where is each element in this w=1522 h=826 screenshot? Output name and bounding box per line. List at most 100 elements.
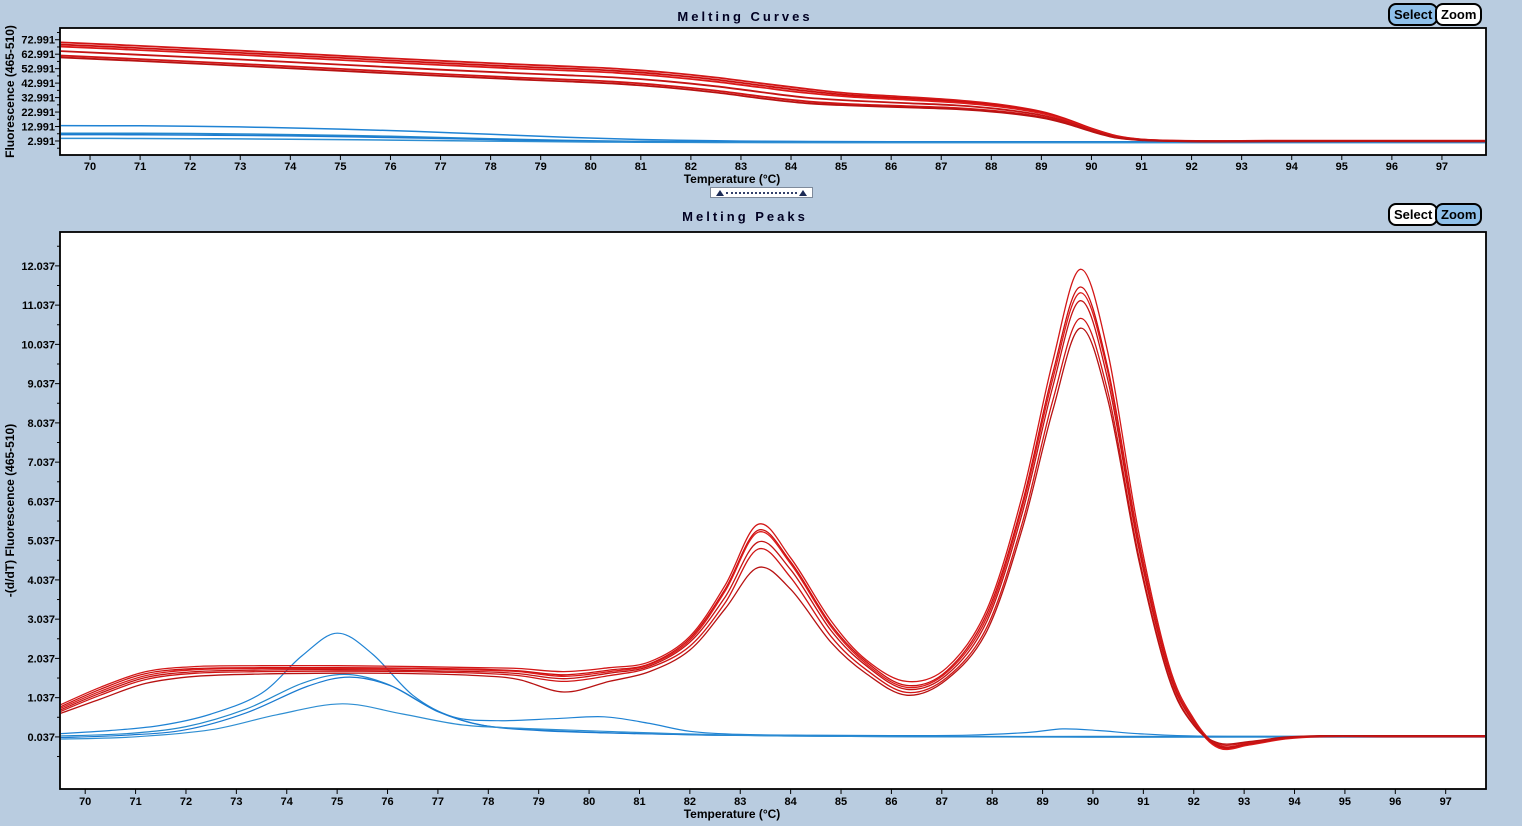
x-tick-label: 81 [635,161,647,173]
x-tick-label: 79 [533,796,545,808]
melting-peaks-title: Melting Peaks [682,209,808,224]
x-tick-label: 72 [180,796,192,808]
x-tick-label: 74 [284,161,297,173]
y-tick-label: 7.037 [27,457,55,469]
x-tick-label: 85 [835,796,847,808]
x-tick-label: 95 [1339,796,1351,808]
x-tick-label: 96 [1389,796,1401,808]
x-tick-label: 84 [785,796,798,808]
x-tick-label: 91 [1137,796,1149,808]
y-tick-label: 22.991 [21,107,55,119]
x-tick-label: 88 [985,161,997,173]
y-tick-label: 2.037 [27,653,55,665]
x-tick-label: 77 [434,161,446,173]
x-tick-label: 73 [234,161,246,173]
x-tick-label: 93 [1236,161,1248,173]
x-tick-label: 82 [685,161,697,173]
x-tick-label: 95 [1336,161,1348,173]
y-tick-label: 4.037 [27,575,55,587]
x-tick-label: 84 [785,161,798,173]
x-tick-label: 97 [1436,161,1448,173]
x-tick-label: 73 [230,796,242,808]
y-tick-label: 3.037 [27,614,55,626]
chart1-curve-red-6 [61,56,1485,143]
x-tick-label: 92 [1185,161,1197,173]
x-tick-label: 80 [585,161,597,173]
chart2-y-axis-title: -(d/dT) Fluorescence (465-510) [3,424,17,597]
x-tick-label: 83 [734,796,746,808]
chart1-plot-area[interactable] [59,27,1487,156]
x-tick-label: 83 [735,161,747,173]
x-tick-label: 88 [986,796,998,808]
chart1-curve-blue-4 [61,137,1485,144]
chart2-curve-red-6 [61,327,1485,745]
x-tick-label: 76 [381,796,393,808]
x-tick-label: 71 [129,796,141,808]
x-tick-label: 86 [885,161,897,173]
chart1-x-axis-title: Temperature (°C) [684,172,781,186]
y-tick-label: 8.037 [27,418,55,430]
x-tick-label: 92 [1188,796,1200,808]
x-tick-label: 87 [935,161,947,173]
x-tick-label: 91 [1135,161,1147,173]
x-tick-label: 76 [384,161,396,173]
x-tick-label: 75 [334,161,346,173]
x-tick-label: 71 [134,161,146,173]
chart2-plot-area[interactable] [59,231,1487,790]
slider-left-handle-icon[interactable] [716,190,724,196]
x-range-slider[interactable] [710,187,813,198]
x-tick-label: 85 [835,161,847,173]
y-tick-label: 62.991 [21,49,55,61]
x-tick-label: 94 [1286,161,1299,173]
chart2-x-axis-title: Temperature (°C) [684,807,781,821]
zoom-button-curves[interactable]: Zoom [1435,3,1483,26]
slider-track [726,192,797,194]
melting-curves-chart[interactable]: 70 71 72 73 74 75 76 77 78 79 80 81 82 83 84 85 86 87 88 89… [0,0,1522,200]
y-tick-label: 6.037 [27,496,55,508]
x-tick-label: 89 [1036,796,1048,808]
x-tick-label: 80 [583,796,595,808]
chart1-y-axis-title: Fluorescence (465-510) [3,25,17,158]
y-tick-label: 10.037 [21,339,55,351]
y-tick-label: 12.991 [21,122,55,134]
x-tick-label: 90 [1085,161,1097,173]
chart2-curve-blue-4 [61,703,1485,740]
chart2-curve-blue-1 [61,632,1485,738]
y-tick-label: 12.037 [21,261,55,273]
x-tick-label: 79 [535,161,547,173]
y-tick-label: 11.037 [22,300,55,312]
y-tick-label: 0.037 [27,732,55,744]
x-tick-label: 72 [184,161,196,173]
x-tick-label: 94 [1288,796,1301,808]
y-tick-label: 5.037 [27,536,55,548]
x-tick-label: 96 [1386,161,1398,173]
x-tick-label: 70 [79,796,91,808]
select-button-curves[interactable]: Select [1388,3,1439,26]
y-tick-label: 42.991 [21,78,55,90]
x-tick-label: 93 [1238,796,1250,808]
select-button-peaks[interactable]: Select [1388,203,1439,226]
x-tick-label: 75 [331,796,343,808]
y-tick-label: 32.991 [21,93,55,105]
x-tick-label: 97 [1440,796,1452,808]
x-tick-label: 78 [482,796,494,808]
zoom-button-peaks[interactable]: Zoom [1435,203,1483,226]
x-tick-label: 81 [633,796,645,808]
melting-curves-title: Melting Curves [677,9,813,24]
y-tick-label: 9.037 [27,379,55,391]
x-tick-label: 90 [1087,796,1099,808]
x-tick-label: 86 [885,796,897,808]
melting-peaks-chart[interactable]: 70 71 72 73 74 75 76 77 78 79 80 81 82 83 84 85 86 87 88 89… [0,200,1522,826]
x-tick-label: 89 [1035,161,1047,173]
x-tick-label: 74 [281,796,294,808]
y-tick-label: 2.991 [27,136,55,148]
y-tick-label: 72.991 [21,35,55,47]
y-tick-label: 52.991 [21,64,55,76]
x-tick-label: 78 [484,161,496,173]
x-tick-label: 77 [432,796,444,808]
y-tick-label: 1.037 [27,693,55,705]
slider-right-handle-icon[interactable] [799,190,807,196]
x-tick-label: 70 [84,161,96,173]
x-tick-label: 87 [936,796,948,808]
